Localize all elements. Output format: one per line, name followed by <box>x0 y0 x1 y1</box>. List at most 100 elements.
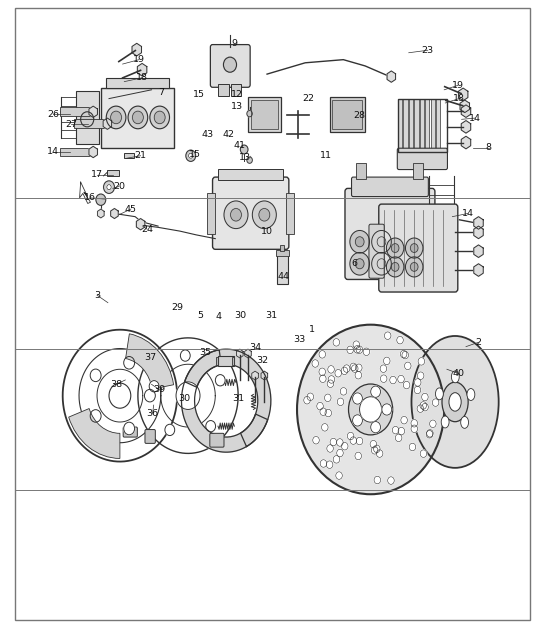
Circle shape <box>422 393 428 401</box>
Polygon shape <box>185 349 271 447</box>
Text: 30: 30 <box>178 394 190 403</box>
Circle shape <box>398 427 404 435</box>
Circle shape <box>223 57 237 72</box>
Wedge shape <box>125 334 173 389</box>
Circle shape <box>360 397 381 422</box>
Circle shape <box>297 325 444 494</box>
Circle shape <box>215 375 225 386</box>
Text: 1: 1 <box>308 325 315 333</box>
Circle shape <box>402 351 409 359</box>
FancyBboxPatch shape <box>76 91 99 144</box>
Bar <box>413 163 423 179</box>
Circle shape <box>401 416 407 424</box>
Text: 45: 45 <box>125 205 137 214</box>
Circle shape <box>370 440 377 448</box>
Bar <box>218 356 234 366</box>
Circle shape <box>189 153 193 158</box>
Circle shape <box>377 259 386 269</box>
Circle shape <box>420 450 427 457</box>
Polygon shape <box>387 71 396 82</box>
Circle shape <box>347 432 354 440</box>
Circle shape <box>395 434 402 441</box>
Text: 36: 36 <box>147 409 159 418</box>
Circle shape <box>355 259 364 269</box>
Bar <box>280 245 284 251</box>
Polygon shape <box>181 350 268 452</box>
Circle shape <box>355 452 361 460</box>
Circle shape <box>144 389 155 402</box>
Text: 7: 7 <box>158 89 164 97</box>
Circle shape <box>411 420 417 427</box>
Circle shape <box>106 106 126 129</box>
Polygon shape <box>98 209 104 218</box>
Circle shape <box>398 376 404 383</box>
Bar <box>60 107 90 116</box>
Circle shape <box>377 450 383 457</box>
Text: 14: 14 <box>47 148 59 156</box>
Circle shape <box>432 399 439 406</box>
Circle shape <box>337 439 343 447</box>
FancyBboxPatch shape <box>379 204 458 292</box>
Bar <box>286 193 294 234</box>
FancyBboxPatch shape <box>397 148 447 170</box>
Text: 16: 16 <box>84 193 96 202</box>
Circle shape <box>304 396 310 404</box>
Bar <box>60 148 90 156</box>
Text: 5: 5 <box>197 311 204 320</box>
Bar <box>277 254 288 284</box>
Circle shape <box>353 393 362 404</box>
Text: 11: 11 <box>320 151 332 160</box>
Circle shape <box>374 476 380 484</box>
FancyBboxPatch shape <box>369 224 384 278</box>
Text: 15: 15 <box>189 150 201 159</box>
Text: 19: 19 <box>133 55 145 64</box>
Circle shape <box>206 421 216 432</box>
Circle shape <box>342 442 348 450</box>
Circle shape <box>350 363 356 371</box>
Polygon shape <box>237 349 243 358</box>
Bar <box>218 169 283 180</box>
Text: 8: 8 <box>486 143 492 152</box>
Circle shape <box>414 386 421 394</box>
Circle shape <box>349 384 393 435</box>
Text: 18: 18 <box>136 73 148 82</box>
Bar <box>436 99 440 152</box>
Bar <box>74 119 104 128</box>
Circle shape <box>405 257 423 277</box>
Circle shape <box>386 257 404 277</box>
Circle shape <box>150 106 169 129</box>
Text: 13: 13 <box>231 102 243 111</box>
Circle shape <box>90 409 101 422</box>
Circle shape <box>327 445 334 452</box>
Wedge shape <box>69 409 120 458</box>
Bar <box>106 78 169 88</box>
Circle shape <box>391 263 399 271</box>
Bar <box>414 99 419 152</box>
Circle shape <box>330 438 337 446</box>
Circle shape <box>384 357 390 365</box>
Text: 34: 34 <box>249 344 261 352</box>
Circle shape <box>404 362 411 370</box>
Polygon shape <box>245 349 251 358</box>
FancyBboxPatch shape <box>145 430 155 443</box>
Bar <box>403 99 408 152</box>
Circle shape <box>96 194 106 205</box>
Polygon shape <box>261 371 268 380</box>
Text: 44: 44 <box>277 272 289 281</box>
Polygon shape <box>80 182 90 203</box>
Bar <box>232 357 234 365</box>
Circle shape <box>252 201 276 229</box>
Circle shape <box>353 414 362 426</box>
Circle shape <box>132 111 143 124</box>
Polygon shape <box>252 371 258 380</box>
FancyBboxPatch shape <box>213 177 289 249</box>
Circle shape <box>371 421 380 433</box>
FancyBboxPatch shape <box>123 427 137 437</box>
Bar <box>409 99 413 152</box>
Bar <box>251 100 278 129</box>
Bar <box>330 97 365 132</box>
Text: 18: 18 <box>453 94 465 103</box>
Circle shape <box>426 430 433 438</box>
Circle shape <box>422 403 428 411</box>
Circle shape <box>176 382 200 409</box>
